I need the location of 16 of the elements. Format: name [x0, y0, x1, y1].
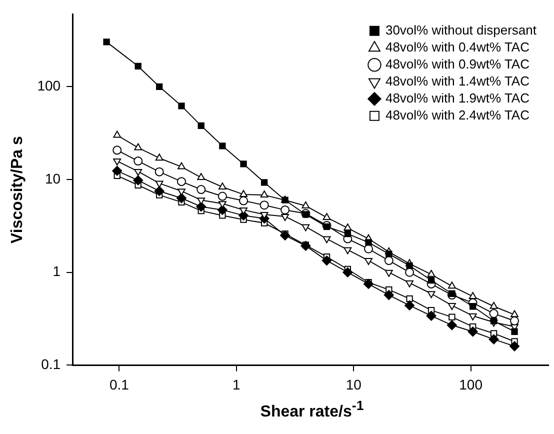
x-tick-label: 100	[459, 376, 483, 392]
legend-label: 48vol% with 0.4wt% TAC	[385, 39, 530, 54]
y-tick-label: 1	[52, 263, 61, 280]
y-axis-title: Viscosity/Pa s	[9, 136, 26, 244]
legend-label: 48vol% with 0.9wt% TAC	[385, 56, 530, 72]
x-tick-label: 10	[346, 376, 362, 392]
legend-label: 48vol% with 1.9wt% TAC	[385, 90, 530, 106]
x-tick-label: 1	[232, 376, 241, 392]
y-tick-label: 0.1	[41, 356, 61, 372]
y-tick-label: 100	[37, 78, 61, 94]
legend-label: 48vol% with 2.4wt% TAC	[385, 107, 530, 122]
x-axis-title: Shear rate/s$^{-1}$	[259, 398, 365, 422]
legend-label: 30vol% without dispersant	[385, 22, 537, 38]
x-tick-label: 0.1	[109, 376, 130, 392]
y-tick-label: 10	[44, 170, 61, 186]
legend-label: 48vol% with 1.4wt% TAC	[385, 73, 530, 88]
